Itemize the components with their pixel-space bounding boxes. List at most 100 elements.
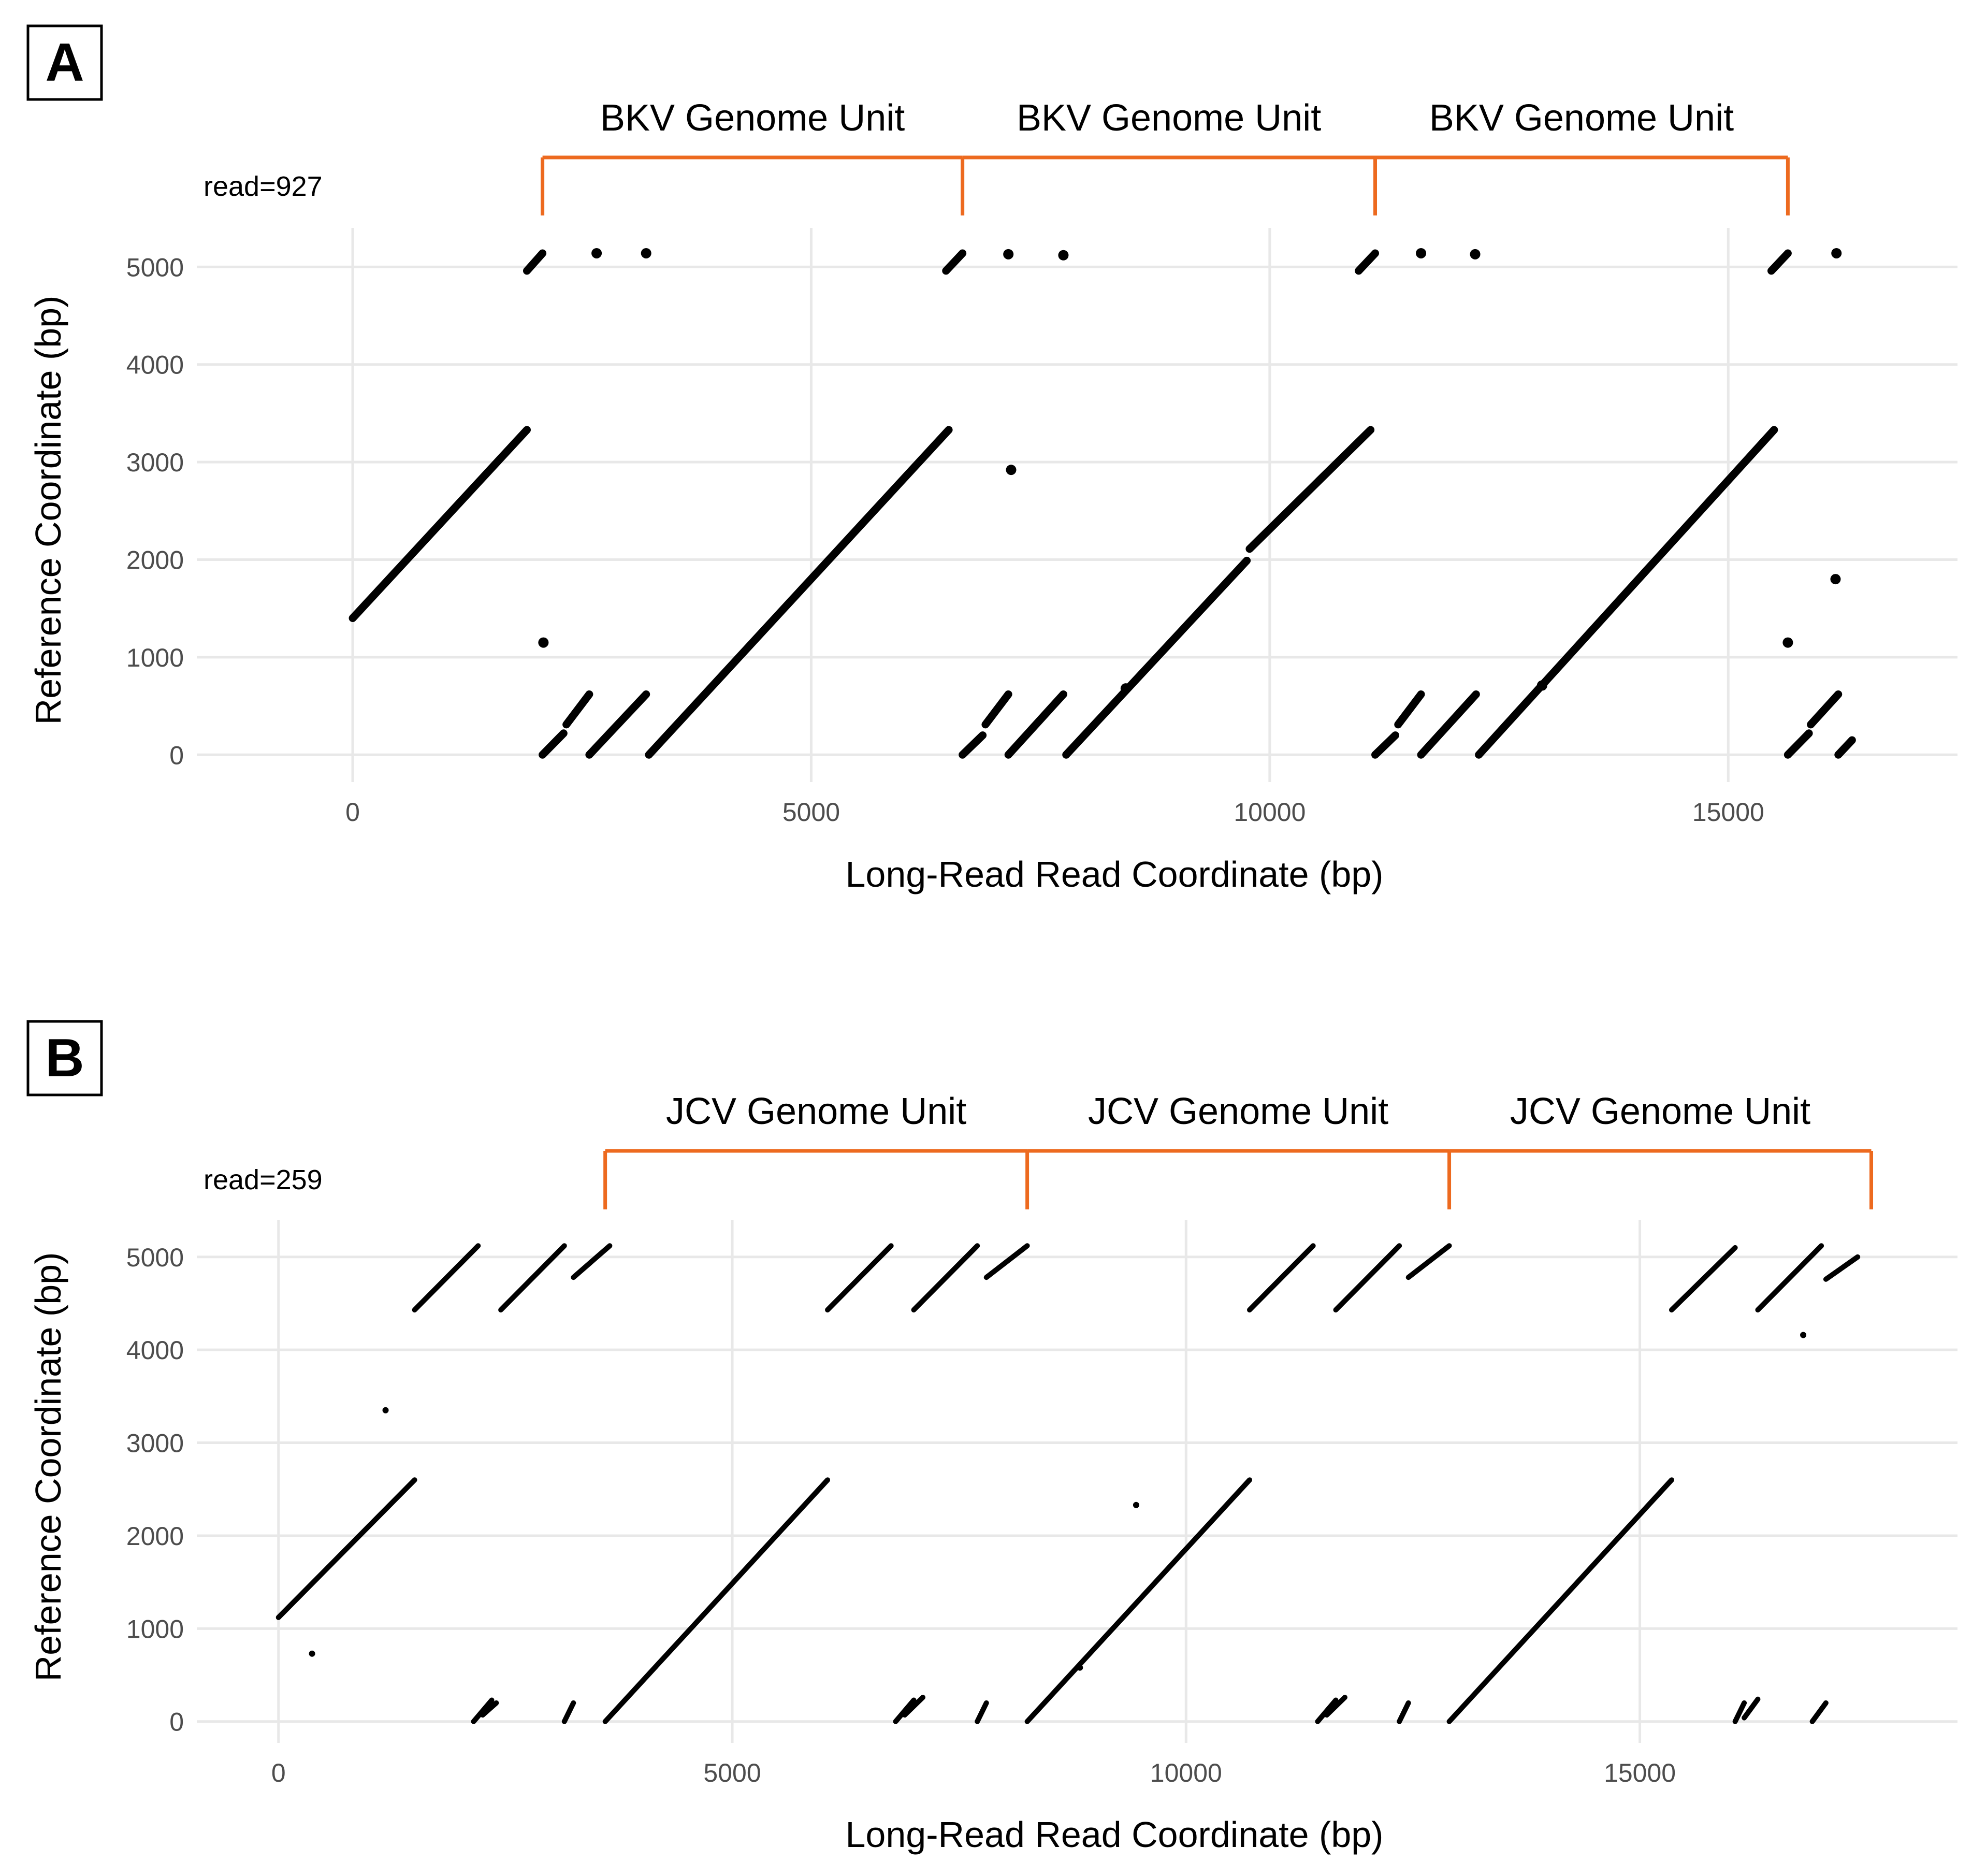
alignment-point	[1782, 637, 1793, 648]
alignment-point	[382, 1407, 389, 1413]
alignment-segment	[349, 426, 531, 623]
y-tick-label: 5000	[126, 253, 184, 282]
y-tick-labels: 0 1000 2000 3000 4000 5000	[126, 1243, 184, 1737]
alignment-segment	[562, 690, 593, 729]
alignment-segment	[1004, 690, 1067, 759]
grid	[197, 228, 1958, 782]
alignment-segment	[1823, 1254, 1861, 1282]
alignment-point	[1830, 574, 1841, 585]
alignment-segment	[1784, 729, 1813, 759]
alignment-segment	[975, 1700, 989, 1724]
alignment-point	[1536, 680, 1547, 691]
genome-unit-label: BKV Genome Unit	[600, 97, 905, 139]
y-axis-label: Reference Coordinate (bp)	[28, 1252, 68, 1682]
read-label: read=259	[204, 1164, 323, 1195]
alignment-segment	[1324, 1695, 1348, 1718]
alignment-segment	[1809, 1700, 1829, 1724]
plot-area	[197, 1220, 1958, 1743]
alignment-point	[1800, 1332, 1807, 1338]
alignment-segment	[1024, 1477, 1252, 1724]
x-tick-label: 15000	[1692, 798, 1764, 827]
alignment-segment	[1446, 1477, 1674, 1724]
alignment-point	[1416, 248, 1427, 258]
alignment-segment	[959, 731, 987, 759]
alignment-segment	[412, 1243, 481, 1313]
alignment-segment	[825, 1243, 894, 1313]
alignment-segment	[1755, 1243, 1824, 1313]
alignment-segment	[1807, 690, 1843, 729]
x-tick-label: 15000	[1604, 1758, 1676, 1787]
y-tick-label: 0	[169, 1708, 184, 1737]
y-tick-label: 1000	[126, 643, 184, 672]
alignment-segment	[1417, 690, 1480, 759]
alignment-segment	[1315, 1697, 1339, 1724]
unit-brackets: BKV Genome Unit BKV Genome Unit BKV Genome…	[541, 97, 1790, 215]
alignment-point	[1120, 683, 1131, 694]
genome-unit-label: JCV Genome Unit	[1088, 1091, 1388, 1132]
alignment-segment	[1245, 426, 1375, 553]
x-tick-labels: 0 5000 10000 15000	[345, 798, 1764, 827]
alignment-point	[1077, 1664, 1083, 1671]
alignment-segment	[1405, 1243, 1452, 1280]
alignment-segment	[902, 1695, 926, 1718]
genome-unit-label: JCV Genome Unit	[1510, 1091, 1810, 1132]
data-layer	[276, 1243, 1861, 1724]
alignment-segment	[1355, 249, 1380, 275]
y-tick-label: 2000	[126, 1522, 184, 1551]
alignment-segment	[561, 1700, 576, 1724]
alignment-segment	[585, 690, 650, 759]
alignment-segment	[983, 1243, 1030, 1280]
alignment-segment	[1475, 426, 1778, 759]
alignment-point	[1470, 249, 1481, 259]
alignment-segment	[498, 1243, 567, 1313]
alignment-segment	[1834, 736, 1856, 759]
plot-area	[197, 228, 1958, 782]
y-tick-label: 1000	[126, 1614, 184, 1643]
y-tick-labels: 0 1000 2000 3000 4000 5000	[126, 253, 184, 770]
x-tick-label: 0	[271, 1758, 286, 1787]
genome-unit-label: BKV Genome Unit	[1017, 97, 1321, 139]
x-tick-label: 5000	[782, 798, 840, 827]
alignment-segment	[571, 1243, 613, 1280]
alignment-segment	[1371, 731, 1399, 759]
panel-label: A	[45, 33, 84, 93]
x-tick-labels: 0 5000 10000 15000	[271, 1758, 1676, 1787]
panel-label-box	[26, 24, 103, 101]
alignment-point	[309, 1650, 315, 1657]
alignment-segment	[1742, 1696, 1761, 1721]
x-tick-label: 5000	[703, 1758, 761, 1787]
alignment-segment	[1732, 1700, 1747, 1724]
unit-brackets: JCV Genome Unit JCV Genome Unit JCV Genome…	[603, 1091, 1874, 1209]
alignment-segment	[981, 690, 1012, 729]
alignment-point	[1006, 465, 1017, 475]
x-tick-label: 0	[345, 798, 360, 827]
alignment-segment	[1246, 1243, 1316, 1313]
y-tick-label: 3000	[126, 448, 184, 477]
alignment-point	[1133, 1502, 1139, 1508]
alignment-point	[591, 248, 602, 258]
data-layer	[349, 248, 1856, 759]
alignment-point	[1003, 249, 1014, 259]
genome-unit-label: BKV Genome Unit	[1429, 97, 1734, 139]
panel-b: B read=259 JCV Genome Unit JCV Genome Uni…	[26, 1020, 1958, 1855]
alignment-segment	[1669, 1245, 1738, 1313]
alignment-point	[1831, 248, 1842, 258]
alignment-segment	[1397, 1700, 1411, 1724]
alignment-segment	[1062, 556, 1251, 759]
alignment-segment	[276, 1477, 417, 1620]
alignment-point	[641, 248, 651, 258]
alignment-segment	[1333, 1243, 1402, 1313]
genome-unit-label: JCV Genome Unit	[666, 1091, 966, 1132]
alignment-segment	[480, 1700, 499, 1718]
alignment-segment	[911, 1243, 980, 1313]
alignment-segment	[523, 249, 547, 275]
alignment-segment	[1767, 249, 1792, 275]
read-label: read=927	[204, 171, 323, 202]
y-tick-label: 4000	[126, 351, 184, 380]
y-axis-label: Reference Coordinate (bp)	[28, 296, 68, 725]
y-tick-label: 5000	[126, 1243, 184, 1272]
y-tick-label: 3000	[126, 1429, 184, 1458]
alignment-segment	[471, 1697, 495, 1724]
x-tick-label: 10000	[1150, 1758, 1222, 1787]
x-axis-label: Long-Read Read Coordinate (bp)	[846, 1814, 1384, 1855]
